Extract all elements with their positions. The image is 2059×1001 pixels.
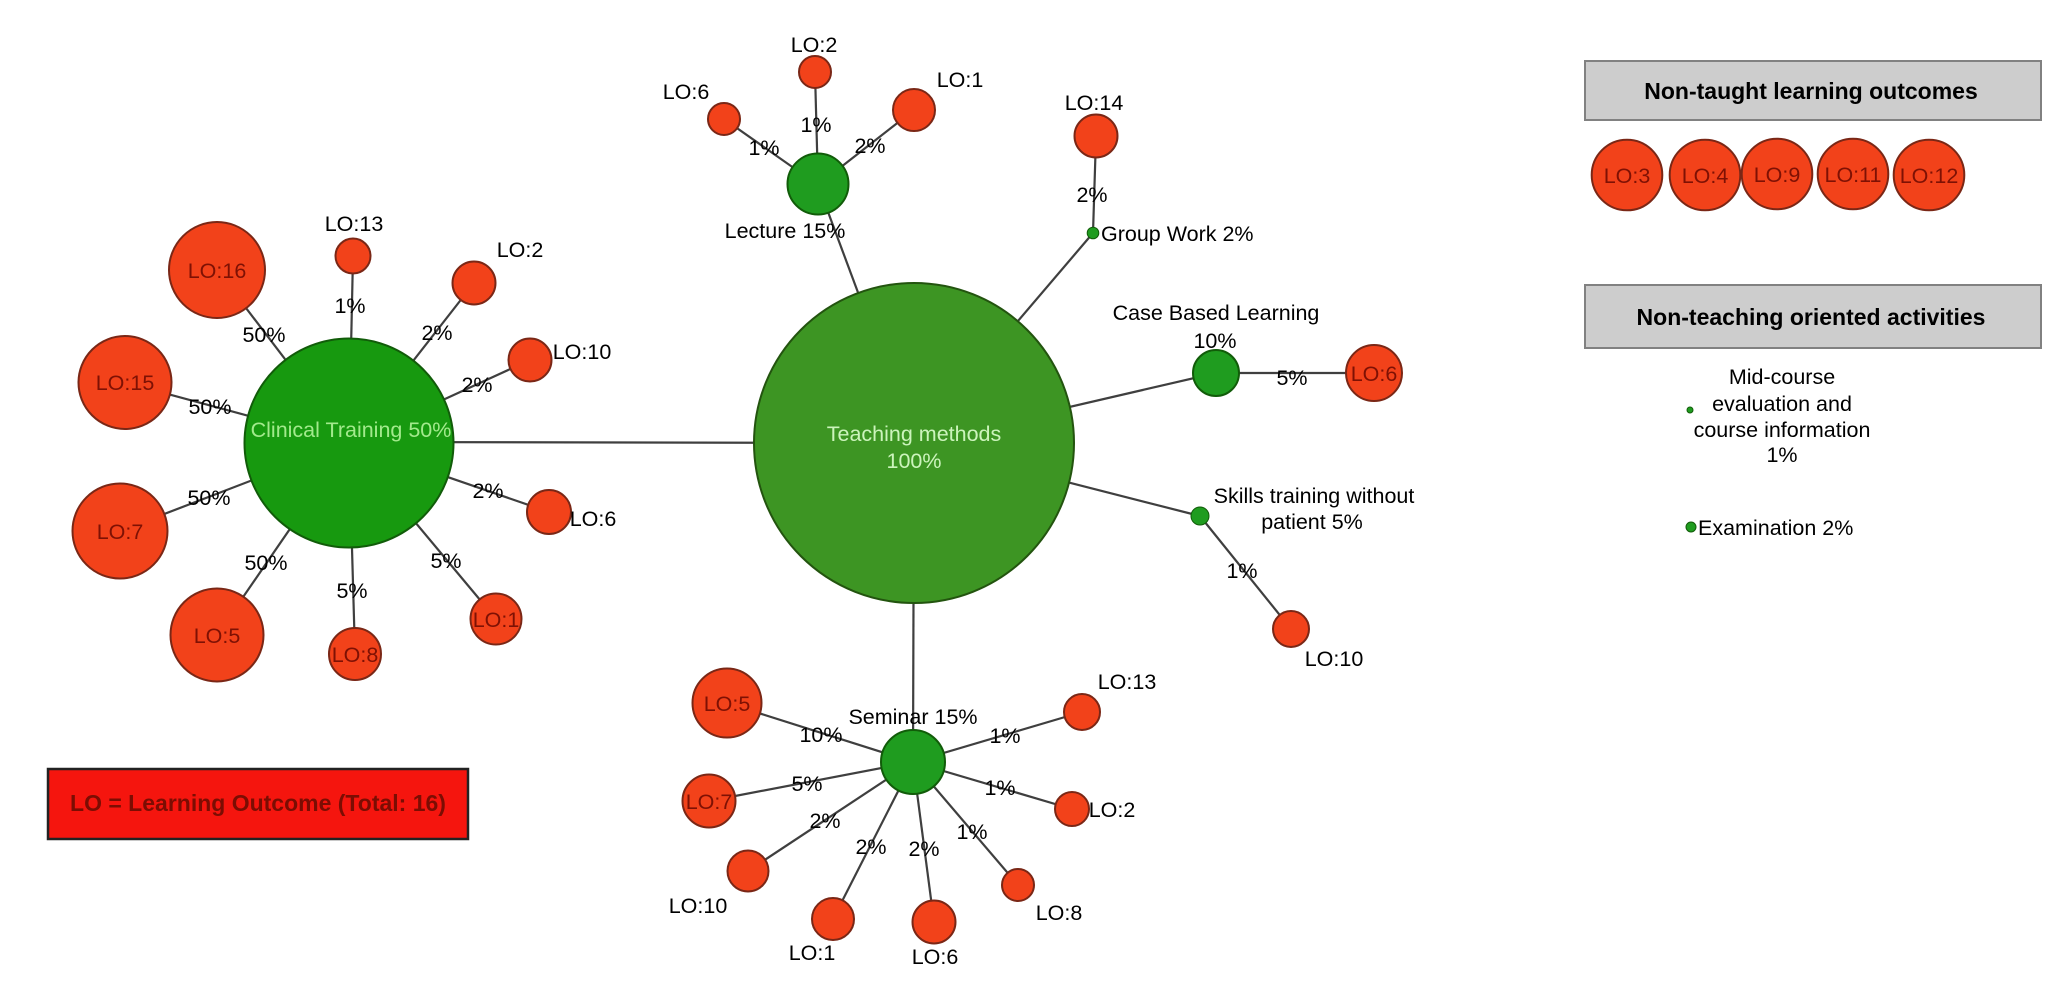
svg-text:Teaching methods: Teaching methods: [827, 422, 1002, 446]
svg-text:50%: 50%: [187, 486, 230, 510]
svg-text:LO:1: LO:1: [789, 941, 836, 965]
svg-text:1%: 1%: [1766, 443, 1797, 467]
svg-text:2%: 2%: [472, 479, 503, 503]
svg-text:5%: 5%: [336, 579, 367, 603]
svg-text:Lecture 15%: Lecture 15%: [725, 219, 846, 243]
svg-text:LO:8: LO:8: [332, 643, 379, 667]
svg-text:patient 5%: patient 5%: [1261, 510, 1363, 534]
svg-text:LO:16: LO:16: [188, 259, 247, 283]
svg-text:LO:7: LO:7: [97, 520, 144, 544]
svg-text:LO = Learning Outcome (Total:: LO = Learning Outcome (Total: 16): [70, 790, 446, 816]
svg-text:LO:13: LO:13: [325, 212, 384, 236]
svg-text:1%: 1%: [956, 820, 987, 844]
svg-text:LO:10: LO:10: [669, 894, 728, 918]
svg-text:LO:2: LO:2: [791, 33, 838, 57]
svg-text:evaluation and: evaluation and: [1712, 392, 1852, 416]
svg-text:LO:3: LO:3: [1604, 164, 1651, 188]
svg-text:LO:11: LO:11: [1825, 163, 1882, 187]
svg-text:Group Work 2%: Group Work 2%: [1101, 222, 1254, 246]
svg-text:5%: 5%: [430, 549, 461, 573]
svg-text:LO:5: LO:5: [704, 692, 751, 716]
svg-text:LO:15: LO:15: [96, 371, 155, 395]
svg-text:LO:12: LO:12: [1900, 164, 1959, 188]
svg-text:LO:6: LO:6: [570, 507, 617, 531]
svg-text:LO:6: LO:6: [663, 80, 710, 104]
svg-text:2%: 2%: [1076, 183, 1107, 207]
svg-text:LO:2: LO:2: [1089, 798, 1136, 822]
svg-text:50%: 50%: [242, 323, 285, 347]
svg-text:1%: 1%: [984, 776, 1015, 800]
svg-text:1%: 1%: [800, 113, 831, 137]
svg-text:1%: 1%: [334, 294, 365, 318]
svg-text:LO:7: LO:7: [686, 790, 733, 814]
svg-text:LO:14: LO:14: [1065, 91, 1124, 115]
svg-text:LO:2: LO:2: [497, 238, 544, 262]
svg-text:Non-taught learning outcomes: Non-taught learning outcomes: [1644, 78, 1978, 104]
svg-text:2%: 2%: [421, 321, 452, 345]
svg-text:LO:4: LO:4: [1682, 164, 1729, 188]
svg-text:2%: 2%: [855, 835, 886, 859]
svg-text:LO:10: LO:10: [553, 340, 612, 364]
svg-text:LO:6: LO:6: [912, 945, 959, 969]
svg-text:LO:5: LO:5: [194, 624, 241, 648]
svg-text:LO:6: LO:6: [1351, 362, 1398, 386]
svg-text:LO:10: LO:10: [1305, 647, 1364, 671]
svg-text:50%: 50%: [188, 395, 231, 419]
svg-text:LO:9: LO:9: [1754, 163, 1801, 187]
svg-text:1%: 1%: [1226, 559, 1257, 583]
svg-text:1%: 1%: [748, 136, 779, 160]
svg-text:1%: 1%: [989, 724, 1020, 748]
svg-text:10%: 10%: [799, 723, 842, 747]
svg-text:5%: 5%: [1276, 366, 1307, 390]
svg-text:Examination 2%: Examination 2%: [1698, 516, 1853, 540]
svg-text:LO:1: LO:1: [937, 68, 984, 92]
svg-text:Mid-course: Mid-course: [1729, 365, 1835, 389]
svg-text:2%: 2%: [809, 809, 840, 833]
svg-text:Skills training without: Skills training without: [1214, 484, 1415, 508]
svg-text:LO:13: LO:13: [1098, 670, 1157, 694]
svg-text:Non-teaching oriented activiti: Non-teaching oriented activities: [1637, 304, 1986, 330]
svg-text:2%: 2%: [461, 373, 492, 397]
svg-text:Seminar 15%: Seminar 15%: [848, 705, 977, 729]
svg-text:Clinical Training 50%: Clinical Training 50%: [251, 418, 452, 442]
svg-text:2%: 2%: [854, 134, 885, 158]
svg-text:course information: course information: [1694, 418, 1871, 442]
svg-text:LO:1: LO:1: [473, 608, 520, 632]
svg-text:Case Based Learning: Case Based Learning: [1113, 301, 1320, 325]
svg-text:2%: 2%: [908, 837, 939, 861]
svg-text:5%: 5%: [791, 772, 822, 796]
svg-text:100%: 100%: [887, 449, 942, 473]
svg-text:LO:8: LO:8: [1036, 901, 1083, 925]
svg-text:10%: 10%: [1193, 329, 1236, 353]
svg-text:50%: 50%: [244, 551, 287, 575]
